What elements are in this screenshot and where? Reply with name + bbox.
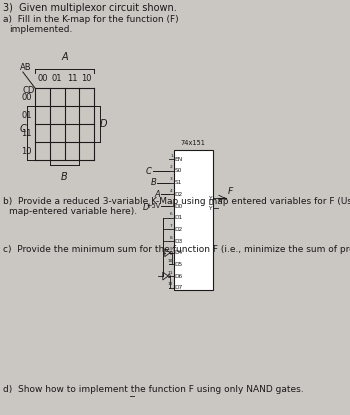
Text: D5: D5 — [175, 262, 183, 267]
Text: implemented.: implemented. — [9, 25, 73, 34]
Text: 2: 2 — [170, 166, 173, 169]
Text: 11: 11 — [167, 271, 173, 274]
Text: 10: 10 — [167, 259, 173, 263]
Text: Y: Y — [208, 195, 212, 200]
Text: 74x151: 74x151 — [181, 140, 205, 146]
Text: 11: 11 — [21, 129, 32, 137]
Text: 10: 10 — [82, 74, 92, 83]
Text: 6: 6 — [170, 212, 173, 216]
Text: Y: Y — [208, 205, 212, 210]
Text: C: C — [20, 124, 26, 134]
Text: 1: 1 — [170, 154, 173, 158]
Text: A: A — [61, 52, 68, 62]
Text: D4: D4 — [175, 250, 183, 255]
Text: C: C — [146, 166, 152, 176]
Text: 9: 9 — [170, 247, 173, 251]
Text: 8: 8 — [170, 235, 173, 239]
Text: 10: 10 — [21, 146, 32, 156]
Text: F: F — [228, 187, 232, 196]
Text: D2: D2 — [175, 192, 183, 197]
Text: d)  Show how to implement the function F using only NAND gates.: d) Show how to implement the function F … — [3, 385, 303, 394]
Text: 7: 7 — [170, 224, 173, 228]
Text: 00: 00 — [21, 93, 32, 102]
Text: 01: 01 — [52, 74, 62, 83]
Text: D2: D2 — [175, 227, 183, 232]
Text: 4: 4 — [170, 189, 173, 193]
Text: A: A — [154, 190, 160, 199]
Text: D1: D1 — [175, 215, 183, 220]
Text: 01: 01 — [21, 110, 32, 120]
Text: D: D — [143, 203, 149, 212]
Text: 00: 00 — [37, 74, 48, 83]
Text: +5V: +5V — [146, 203, 160, 209]
Text: S0: S0 — [175, 168, 182, 173]
Text: 12: 12 — [167, 282, 173, 286]
Text: B: B — [61, 172, 68, 182]
Text: D7: D7 — [175, 285, 183, 290]
Text: EN: EN — [175, 157, 183, 162]
Text: a)  Fill in the K-map for the function (F): a) Fill in the K-map for the function (F… — [3, 15, 178, 24]
Text: 11: 11 — [67, 74, 77, 83]
Text: map-entered variable here).: map-entered variable here). — [9, 207, 138, 216]
Text: S1: S1 — [175, 180, 182, 185]
Text: B: B — [150, 178, 156, 187]
Text: D: D — [100, 119, 107, 129]
Text: CD: CD — [23, 86, 35, 95]
Text: D3: D3 — [175, 239, 183, 244]
Text: c)  Provide the minimum sum for the function F (i.e., minimize the sum of produc: c) Provide the minimum sum for the funct… — [3, 245, 350, 254]
Text: 3)  Given multiplexor circuit shown.: 3) Given multiplexor circuit shown. — [3, 3, 176, 13]
Text: AB: AB — [20, 63, 32, 72]
Text: 5: 5 — [170, 200, 173, 205]
Text: D0: D0 — [175, 203, 183, 208]
Text: b)  Provide a reduced 3-variable K-Map using map entered variables for F (Use D : b) Provide a reduced 3-variable K-Map us… — [3, 197, 350, 206]
Text: D6: D6 — [175, 273, 183, 278]
Text: 3: 3 — [170, 177, 173, 181]
Bar — [174, 150, 212, 290]
